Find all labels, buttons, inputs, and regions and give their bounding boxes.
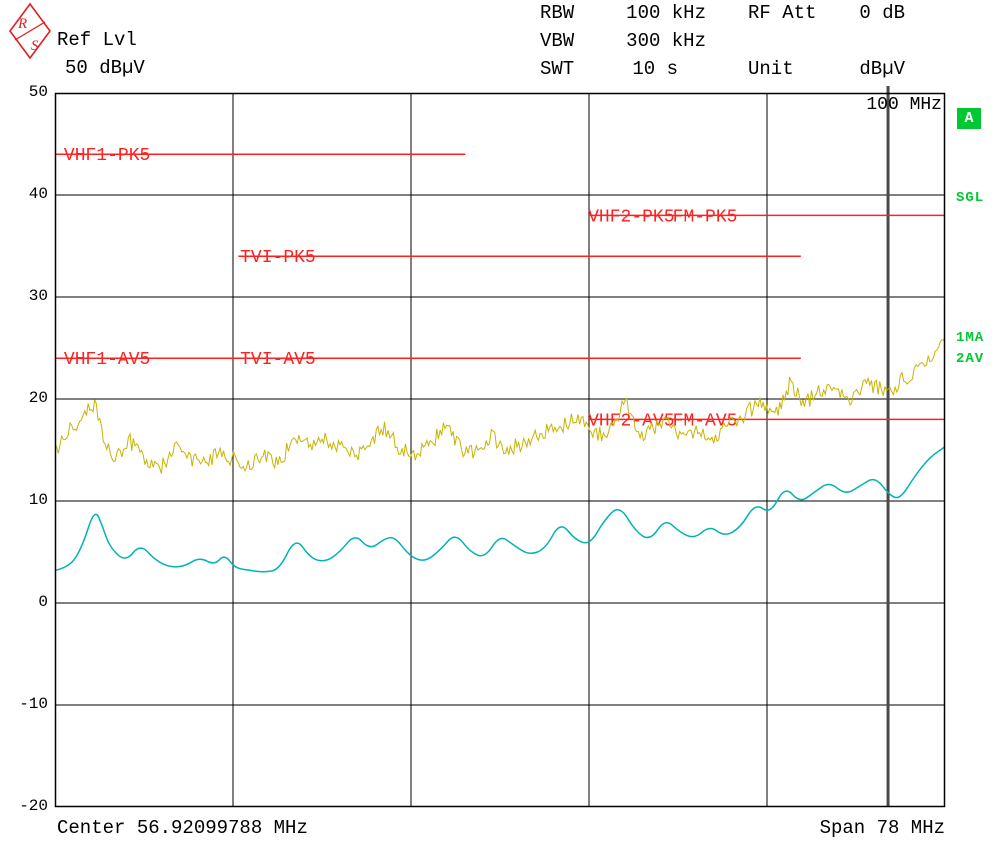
unit-label: Unit [748,58,794,80]
rf-att-value: 0 dB [859,2,905,24]
single-sweep-indicator: SGL [956,190,985,206]
screen-a-badge: A [957,108,981,129]
limit-line-label: TVI-AV5 [240,350,316,370]
y-axis-tick-label: 0 [38,593,48,611]
logo-diamond [9,2,51,60]
vbw-value: 300 kHz [626,30,706,52]
y-axis-tick-label: 20 [28,389,48,407]
trace1-mode-indicator: 1MA [956,330,985,346]
ref-lvl-value: 50 dBµV [65,57,145,79]
limit-line-label: VHF2-PK5 [588,207,674,227]
limit-line-label: FM-PK5 [673,207,738,227]
y-axis-tick-label: 30 [28,287,48,305]
logo-slash [14,21,46,41]
limit-line-label: FM-AV5 [673,411,738,431]
rohde-schwarz-logo: R S [9,2,51,60]
y-axis-tick-label: 50 [28,83,48,101]
trace-1ma [54,337,946,474]
span-readout: Span 78 MHz [819,817,945,839]
limit-line-label: TVI-PK5 [240,248,316,268]
rbw-label: RBW [540,2,575,24]
plot-border [54,92,946,808]
plot-area: VHF1-PK5 VHF2-PK5 FM-PK5 TVI-PK5 VHF1-AV5 TVI… [54,86,946,808]
rbw-value: 100 kHz [626,2,706,24]
limit-line-label: VHF1-PK5 [64,146,150,166]
trace-2av [54,446,946,573]
swt-value: 10 s [632,58,678,80]
ref-lvl-label: Ref Lvl [57,29,137,51]
trace2-mode-indicator: 2AV [956,351,985,367]
marker-frequency-label: 100 MHz [866,95,942,115]
rf-att-label: RF Att [748,2,817,24]
logo-letter-s: S [31,38,39,54]
logo-letter-r: R [17,16,27,32]
y-axis-tick-label: -20 [19,797,48,815]
y-axis-tick-label: -10 [19,695,48,713]
swt-label: SWT [540,58,575,80]
y-axis-tick-label: 10 [28,491,48,509]
unit-value: dBµV [859,58,905,80]
center-frequency-readout: Center 56.92099788 MHz [57,817,308,839]
vbw-label: VBW [540,30,575,52]
y-axis-tick-label: 40 [28,185,48,203]
limit-line-label: VHF1-AV5 [64,350,150,370]
